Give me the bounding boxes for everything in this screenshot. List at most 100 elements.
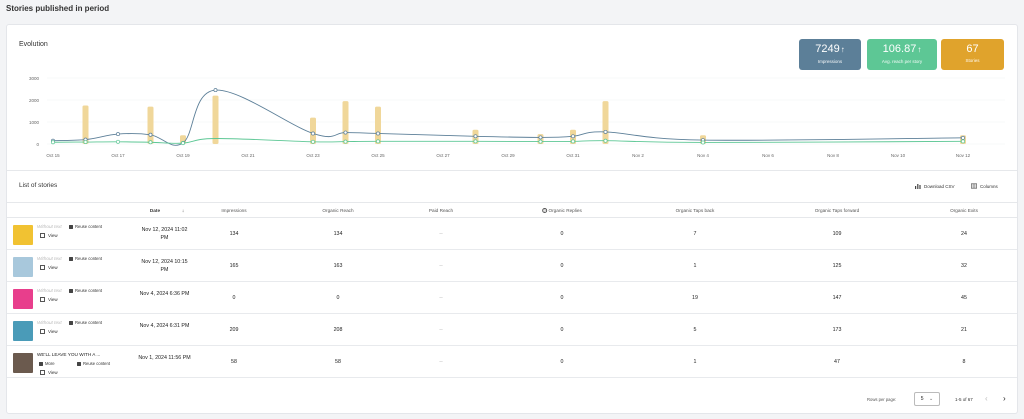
reuse-label: Reuse content	[75, 256, 103, 261]
view-label: View	[48, 297, 58, 302]
table-row[interactable]: Without text Reuse content View Nov 4, 2024…	[7, 314, 1017, 346]
table-row[interactable]: Without text Reuse content View Nov 12, 202…	[7, 218, 1017, 250]
kpi-stories-value: 67	[966, 43, 979, 55]
impressions-point	[603, 129, 608, 134]
cell-paid-reach: --	[439, 327, 443, 333]
table-row[interactable]: WE'LL LEAVE YOU WITH A ... More Reuse cont…	[7, 346, 1017, 378]
columns-button[interactable]: Columns	[971, 183, 998, 189]
pagination-range: 1-5 of 67	[955, 397, 973, 402]
kpi-impressions[interactable]: 7249↑ Impressions	[799, 39, 861, 70]
view-button[interactable]: View	[40, 233, 58, 238]
cell-taps-back: 1	[693, 359, 697, 365]
story-thumbnail[interactable]	[13, 289, 33, 309]
header-paid-reach[interactable]: Paid Reach	[428, 208, 454, 213]
rows-per-page-label: Rows per page:	[867, 397, 897, 402]
question-icon: ?	[542, 208, 548, 214]
story-thumbnail[interactable]	[13, 321, 33, 341]
story-thumbnail[interactable]	[13, 225, 33, 245]
kpi-avg-reach[interactable]: 106.87↑ Avg. reach per story	[867, 39, 937, 70]
story-caption: WE'LL LEAVE YOU WITH A ...	[37, 352, 101, 357]
y-tick-label: 0	[36, 142, 39, 147]
header-organic-replies[interactable]: ? Organic Replies	[542, 208, 582, 214]
reuse-content-button[interactable]: Reuse content	[77, 361, 110, 366]
cell-exits: 24	[961, 231, 967, 237]
reuse-icon	[69, 256, 73, 261]
view-button[interactable]: View	[40, 265, 58, 270]
reach-point	[83, 140, 88, 144]
x-tick-label: Oct 17	[111, 153, 125, 158]
story-caption: Without text	[37, 224, 62, 229]
prev-page-button[interactable]: ‹	[985, 394, 988, 403]
table-row[interactable]: Without text Reuse content View Nov 12, 202…	[7, 250, 1017, 282]
story-caption: Without text	[37, 256, 62, 261]
reach-point	[603, 138, 608, 143]
reuse-label: Reuse content	[75, 288, 103, 293]
view-label: View	[48, 233, 58, 238]
reuse-label: Reuse content	[83, 361, 111, 366]
reuse-icon	[69, 320, 73, 325]
y-tick-label: 3000	[29, 76, 40, 81]
cell-taps-forward: 147	[832, 295, 842, 301]
rows-per-page-value: 5	[920, 396, 924, 402]
header-taps-back[interactable]: Organic Taps back	[675, 208, 715, 213]
cell-taps-back: 7	[693, 231, 697, 237]
next-page-button[interactable]: ›	[1003, 394, 1006, 403]
story-thumbnail[interactable]	[13, 257, 33, 277]
reach-point	[571, 139, 575, 144]
cell-exits: 32	[961, 263, 967, 269]
story-date: Nov 4, 2024 6:36 PM	[139, 291, 190, 297]
impressions-point	[311, 131, 315, 136]
x-tick-label: Nov 8	[827, 153, 839, 158]
view-button[interactable]: View	[40, 329, 58, 334]
cell-organic-reach: 134	[333, 231, 343, 237]
cell-organic-replies: 0	[560, 295, 564, 301]
header-impressions[interactable]: Impressions	[221, 208, 247, 213]
cell-organic-reach: 0	[336, 295, 340, 301]
kpi-stories-label: Stories	[965, 58, 980, 63]
header-date[interactable]: Date	[149, 208, 161, 213]
cell-paid-reach: --	[439, 295, 443, 301]
stories-card: Evolution 7249↑ Impressions 106.87↑ Avg.…	[6, 24, 1018, 414]
impressions-point	[473, 134, 478, 139]
arrow-up-icon: ↑	[840, 45, 845, 54]
bar-chart-icon	[915, 184, 921, 189]
table-row[interactable]: Without text Reuse content View Nov 4, 2024…	[7, 282, 1017, 314]
sort-desc-icon[interactable]: ↓	[181, 208, 185, 213]
story-caption: Without text	[37, 320, 62, 325]
view-label: View	[48, 265, 58, 270]
story-thumbnail[interactable]	[13, 353, 33, 373]
rows-per-page-select[interactable]: 5 ⌄	[914, 392, 940, 406]
reach-point	[51, 140, 55, 145]
kpi-avg-reach-label: Avg. reach per story	[881, 59, 923, 64]
header-exits[interactable]: Organic Exits	[950, 208, 978, 213]
reuse-content-button[interactable]: Reuse content	[69, 256, 102, 261]
list-title: List of stories	[19, 182, 58, 189]
download-csv-button[interactable]: Download CSV	[915, 183, 955, 189]
cell-impressions: 165	[229, 263, 239, 269]
download-csv-label: Download CSV	[924, 183, 955, 189]
y-tick-label: 2000	[29, 98, 40, 103]
view-label: View	[48, 370, 58, 375]
cell-impressions: 58	[231, 359, 237, 365]
cell-organic-reach: 163	[333, 263, 343, 269]
story-bar	[375, 106, 381, 144]
reuse-content-button[interactable]: Reuse content	[69, 288, 102, 293]
reuse-content-button[interactable]: Reuse content	[69, 320, 102, 325]
header-taps-forward[interactable]: Organic Taps forward	[814, 208, 860, 213]
cell-impressions: 134	[229, 231, 239, 237]
more-button[interactable]: More	[39, 361, 55, 366]
view-button[interactable]: View	[40, 297, 58, 302]
evolution-chart: 3000 2000 1000 0 Oct 15 Oct 17 Oct 19 Oct 21 Oct…	[29, 76, 1005, 158]
view-button[interactable]: View	[40, 370, 58, 375]
story-bar	[212, 95, 219, 144]
external-link-icon	[40, 265, 45, 270]
cell-taps-back: 19	[692, 295, 698, 301]
cell-impressions: 209	[229, 327, 239, 333]
reuse-content-button[interactable]: Reuse content	[69, 224, 102, 229]
kpi-stories[interactable]: 67 Stories	[941, 39, 1004, 70]
cell-paid-reach: --	[439, 359, 443, 365]
reuse-icon	[69, 288, 73, 293]
header-organic-reach[interactable]: Organic Reach	[322, 208, 354, 213]
story-bar	[342, 101, 349, 144]
reach-point	[116, 139, 120, 144]
